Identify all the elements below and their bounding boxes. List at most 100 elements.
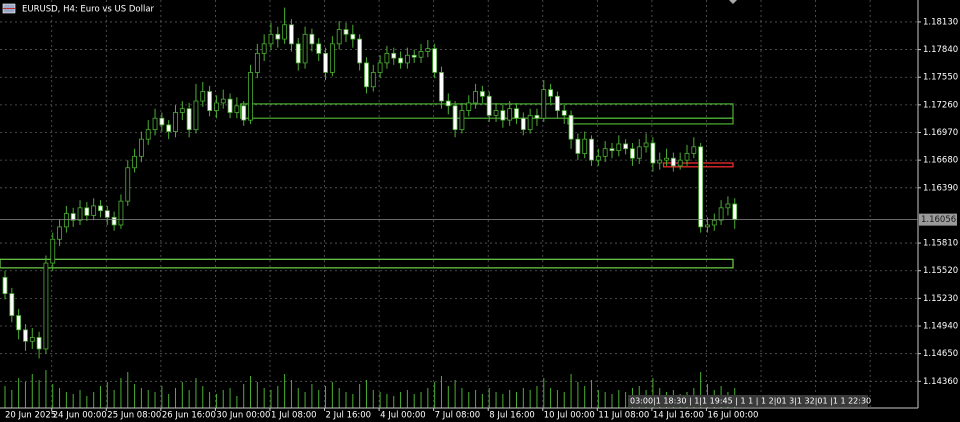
candle-body [118,200,124,226]
candle-body [575,138,581,154]
candle-body [104,210,110,218]
candle-body [16,315,22,331]
candle-body [582,138,588,154]
candle-body [698,146,704,228]
x-tick-label: 20 Jun 2025 [5,411,56,421]
candle-body [623,143,629,150]
chart-title: EURUSD, H4: Euro vs US Dollar [22,5,155,15]
candle-body [200,91,206,102]
candle-body [159,117,165,126]
x-tick-label: 14 Jul 16:00 [653,411,704,421]
x-tick-label: 26 Jun 16:00 [162,411,216,421]
shift-marker [729,0,737,4]
candle-body [91,205,97,216]
candle-body [705,224,710,228]
candle-body [684,153,690,161]
y-tick-label: 1.15810 [923,239,958,249]
candle-body [466,102,472,111]
candle-body [527,114,533,131]
candle-body [670,157,676,167]
candle-body [214,102,219,111]
candle-body [295,43,301,64]
candle-body [329,43,335,73]
candle-body [261,43,267,54]
candle-body [445,100,451,107]
candle-body [227,98,233,113]
candle-body [23,329,28,342]
annotation-box [628,395,868,407]
candle-body [616,143,622,152]
candle-body [309,33,315,45]
x-tick-label: 10 Jul 00:00 [544,411,595,421]
candle-body [350,33,356,40]
candle-body [602,148,608,157]
candle-body [152,117,158,131]
x-tick-label: 2 Jul 16:00 [326,411,372,421]
y-tick-label: 1.16390 [923,183,958,193]
candle-body [207,91,213,111]
candle-body [179,108,185,113]
candle-body [36,337,42,350]
grid [0,0,918,408]
candle-body [473,91,478,104]
x-tick-label: 30 Jun 00:00 [216,411,270,421]
candle-body [125,167,131,202]
candle-body [589,138,594,161]
candle-body [568,114,574,140]
candle-body [486,95,492,116]
candle-body [70,213,76,221]
candle-body [520,117,526,131]
candle-body [507,108,513,121]
candle-body [220,98,226,104]
header: EURUSD, H4: Euro vs US Dollar [2,3,155,15]
x-tick-label: 25 Jun 08:00 [107,411,161,421]
y-tick-label: 1.17550 [923,73,958,83]
candle-body [173,112,178,132]
y-tick-label: 1.16680 [923,156,958,166]
candle-body [561,110,567,116]
y-tick-label: 1.16970 [923,128,958,138]
candle-body [459,110,465,131]
annotation: 03:00|1 18:30 | 1|1 19:45 | 1 1 | 1 2|01… [630,397,871,406]
y-tick-label: 1.14650 [923,349,958,359]
candle-body [677,159,683,167]
candle-body [145,129,151,140]
candle-body [636,146,642,159]
candle-body [343,29,349,35]
candle-body [398,57,403,64]
candle-body [323,52,328,73]
y-tick-label: 1.14940 [923,322,958,332]
candle-body [500,110,506,121]
candle-body [316,43,322,54]
candle-body [548,89,553,97]
candle-body [643,142,649,148]
zone [0,258,734,269]
y-tick-label: 1.15520 [923,266,958,276]
candle-body [2,277,8,295]
candle-body [377,62,383,73]
candle-body [138,138,144,157]
candle-body [493,110,499,116]
candle-body [254,52,260,73]
candle-body [664,157,669,161]
candle-body [43,262,49,350]
candle-body [384,52,390,64]
candle-body [9,293,15,316]
x-tick-label: 16 Jul 00:00 [707,411,758,421]
candle-body [404,54,410,64]
candle-body [111,216,117,226]
candle-body [630,148,635,159]
candle-body [50,238,56,264]
candle-body [725,203,731,209]
candle-body [411,54,417,58]
candle-body [132,155,137,169]
candle-body [29,337,35,342]
candle-body [275,33,281,40]
candle-body [77,207,83,221]
candle-body [289,24,294,45]
candle-body [418,51,424,58]
y-tick-label: 1.17260 [923,100,958,110]
candle-body [439,72,444,102]
